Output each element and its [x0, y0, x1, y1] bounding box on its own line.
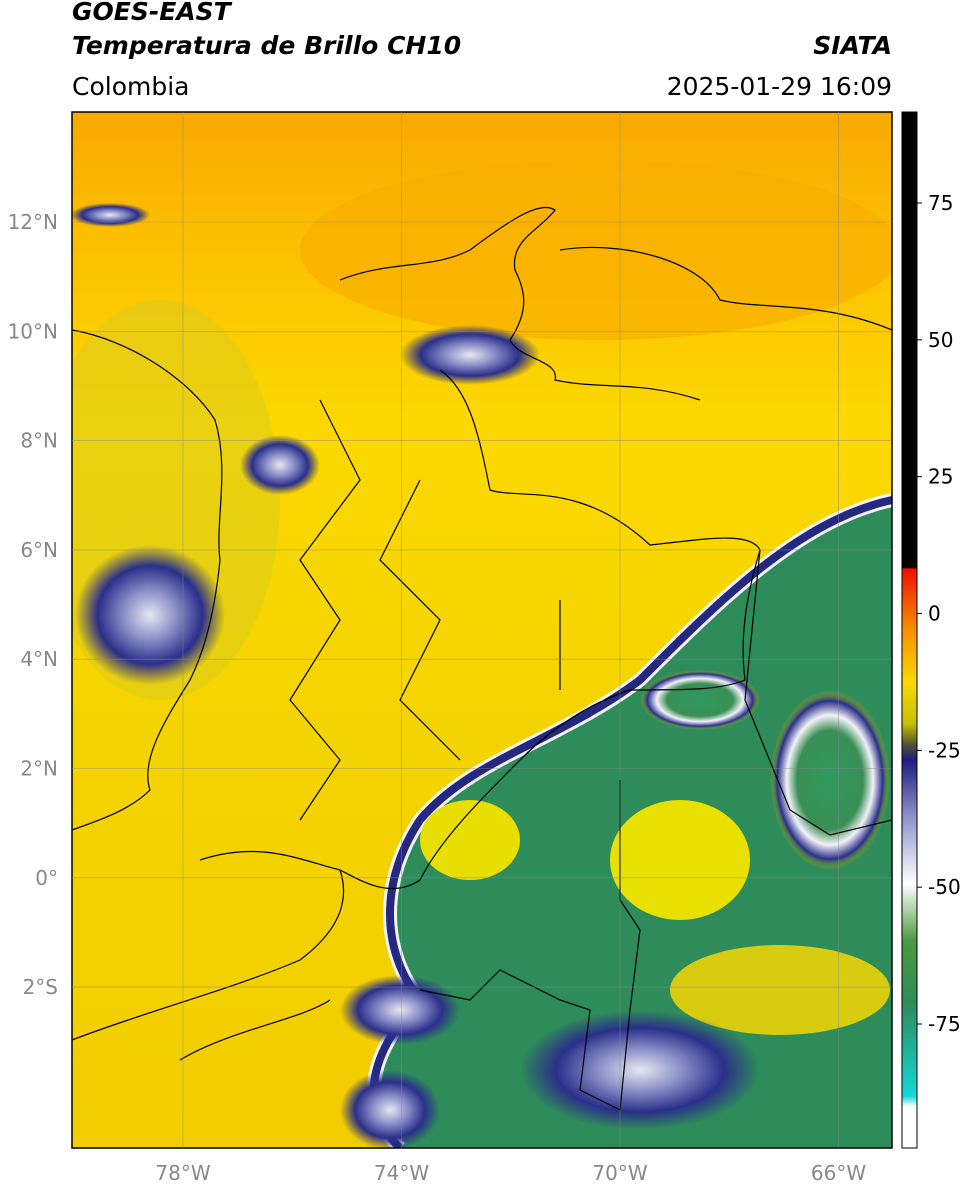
- colorbar-tick-label: 0: [928, 602, 941, 626]
- region-label: Colombia: [72, 72, 189, 101]
- graticule: [72, 112, 892, 1148]
- lat-tick-label: 0°: [35, 866, 58, 890]
- lon-tick-label: 78°W: [155, 1161, 210, 1185]
- datetime-label: 2025-01-29 16:09: [667, 72, 892, 101]
- satellite-title: GOES-EAST: [72, 0, 233, 26]
- colorbar-tick-label: -25: [928, 738, 961, 762]
- colorbar-tick-label: 75: [928, 191, 953, 215]
- colorbar-tick-label: 25: [928, 465, 953, 489]
- lon-tick-label: 66°W: [811, 1161, 866, 1185]
- colorbar-tick-label: -50: [928, 875, 961, 899]
- colorbar: [901, 111, 918, 1149]
- colorbar-tick-label: 50: [928, 328, 953, 352]
- lat-tick-label: 6°N: [20, 538, 58, 562]
- lat-tick-label: 4°N: [20, 647, 58, 671]
- lat-tick-label: 8°N: [20, 429, 58, 453]
- borders: [72, 206, 892, 1111]
- lon-tick-label: 70°W: [592, 1161, 647, 1185]
- lat-tick-label: 2°S: [23, 975, 58, 999]
- lat-tick-label: 2°N: [20, 757, 58, 781]
- lon-tick-label: 74°W: [374, 1161, 429, 1185]
- source-label: SIATA: [813, 31, 892, 60]
- map-frame: [71, 111, 893, 1149]
- satellite-image: [72, 112, 892, 1148]
- product-title: Temperatura de Brillo CH10: [72, 31, 461, 60]
- lat-tick-label: 12°N: [8, 210, 58, 234]
- colorbar-tick-label: -75: [928, 1012, 961, 1036]
- lat-tick-label: 10°N: [8, 319, 58, 343]
